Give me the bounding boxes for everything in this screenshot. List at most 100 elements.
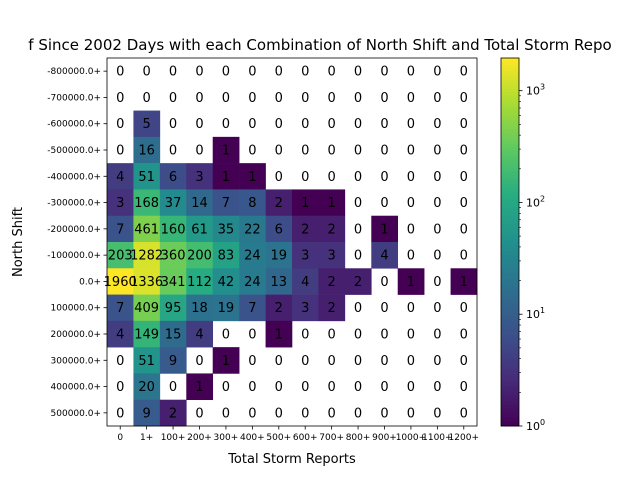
heatmap-cell: [133, 189, 161, 217]
cell-value-label: 0: [195, 406, 203, 421]
y-tick-label: -800000.0+: [47, 67, 101, 77]
heatmap-cell: [344, 268, 372, 295]
colorbar-segment: [501, 330, 519, 335]
heatmap-cell: [107, 242, 134, 269]
cell-value-label: 0: [380, 144, 388, 159]
heatmap-cell: [292, 268, 319, 295]
colorbar-segment: [501, 226, 519, 231]
colorbar-segment: [501, 367, 519, 372]
cell-value-label: 3: [301, 301, 309, 316]
colorbar-segment: [501, 116, 519, 120]
colorbar-segment: [501, 150, 519, 154]
cell-value-label: 0: [380, 91, 388, 106]
y-tick-label: -300000.0+: [47, 199, 101, 209]
heatmap-cell: [133, 242, 161, 269]
cell-value-label: 0: [195, 65, 203, 80]
cell-value-label: 14: [191, 196, 208, 211]
colorbar-segment: [501, 186, 519, 191]
heatmap-cell: [265, 242, 293, 269]
cell-value-label: 0: [248, 406, 256, 421]
heatmap-cell: [159, 242, 187, 269]
x-tick-label: 100+: [161, 433, 186, 443]
cell-value-label: 4: [116, 328, 124, 343]
y-tick-label: 0.0+: [79, 277, 101, 287]
heatmap-cell: [239, 242, 266, 269]
cell-value-label: 0: [407, 380, 415, 395]
colorbar-segment: [501, 199, 519, 203]
cell-value-label: 0: [354, 91, 362, 106]
colorbar-segment: [501, 288, 519, 292]
cell-value-label: 0: [354, 117, 362, 132]
colorbar-segment: [501, 208, 519, 212]
cell-value-label: 0: [433, 222, 441, 237]
cell-value-label: 0: [433, 91, 441, 106]
heatmap-cell: [159, 294, 187, 322]
colorbar-tick-label: 102: [526, 194, 545, 209]
cell-value-label: 4: [301, 275, 309, 290]
cell-value-label: 0: [433, 196, 441, 211]
cell-value-label: 4: [195, 328, 203, 343]
heatmap-cell: [159, 347, 187, 374]
heatmap-cell: [133, 163, 161, 190]
colorbar-tick-label: 101: [526, 306, 545, 321]
colorbar-segment: [501, 94, 519, 99]
y-tick-label: 500000.0+: [51, 409, 101, 419]
cell-value-label: 0: [354, 354, 362, 369]
cell-value-label: 0: [328, 170, 336, 185]
colorbar-segment: [501, 162, 519, 166]
colorbar-segment: [501, 407, 519, 412]
colorbar-segment: [501, 355, 519, 360]
heatmap-cell: [133, 320, 161, 348]
cell-value-label: 160: [161, 222, 186, 237]
cell-value-label: 1: [460, 275, 468, 290]
colorbar-segment: [501, 269, 519, 274]
cell-value-label: 22: [244, 222, 261, 237]
colorbar-tick-label: 103: [526, 83, 545, 98]
colorbar-segment: [501, 300, 519, 304]
colorbar-segment: [501, 131, 519, 136]
cell-value-label: 0: [169, 380, 177, 395]
y-tick-label: 200000.0+: [51, 330, 101, 340]
colorbar-segment: [501, 82, 519, 87]
heatmap-cell: [186, 163, 214, 190]
colorbar-segment: [501, 248, 519, 252]
cell-value-label: 0: [460, 144, 468, 159]
heatmap-cell: [133, 215, 161, 243]
colorbar-segment: [501, 202, 519, 206]
colorbar-segment: [501, 165, 519, 169]
colorbar-segment: [501, 263, 519, 268]
cell-value-label: 1: [301, 196, 309, 211]
colorbar-segment: [501, 113, 519, 117]
heatmap-cell: [212, 189, 240, 217]
cell-value-label: 19: [218, 301, 235, 316]
cell-value-label: 7: [248, 301, 256, 316]
heatmap-cell: [265, 189, 293, 217]
y-axis-label: North Shift: [11, 207, 26, 277]
cell-value-label: 20: [138, 380, 155, 395]
cell-value-label: 0: [328, 91, 336, 106]
x-tick-label: 300+: [214, 433, 239, 443]
y-tick-label: -700000.0+: [47, 93, 101, 103]
colorbar-segment: [501, 180, 519, 185]
cell-value-label: 0: [407, 170, 415, 185]
cell-value-label: 0: [354, 380, 362, 395]
plot-frame: [106, 57, 478, 427]
cell-value-label: 0: [433, 354, 441, 369]
cell-value-label: 51: [138, 354, 155, 369]
cell-value-label: 0: [433, 301, 441, 316]
colorbar-segment: [501, 349, 519, 353]
colorbar-segment: [501, 251, 519, 255]
colorbar-segment: [501, 352, 519, 356]
colorbar-segment: [501, 134, 519, 139]
cell-value-label: 1960: [104, 275, 137, 290]
colorbar-segment: [501, 413, 519, 418]
cell-value-label: 0: [354, 65, 362, 80]
colorbar-segment: [501, 401, 519, 406]
cell-value-label: 0: [407, 144, 415, 159]
y-tick-label: 300000.0+: [51, 356, 101, 366]
cell-value-label: 3: [116, 196, 124, 211]
cell-value-label: 0: [407, 222, 415, 237]
cell-value-label: 0: [275, 144, 283, 159]
heatmap-cell: [397, 268, 425, 295]
cell-value-label: 0: [275, 65, 283, 80]
